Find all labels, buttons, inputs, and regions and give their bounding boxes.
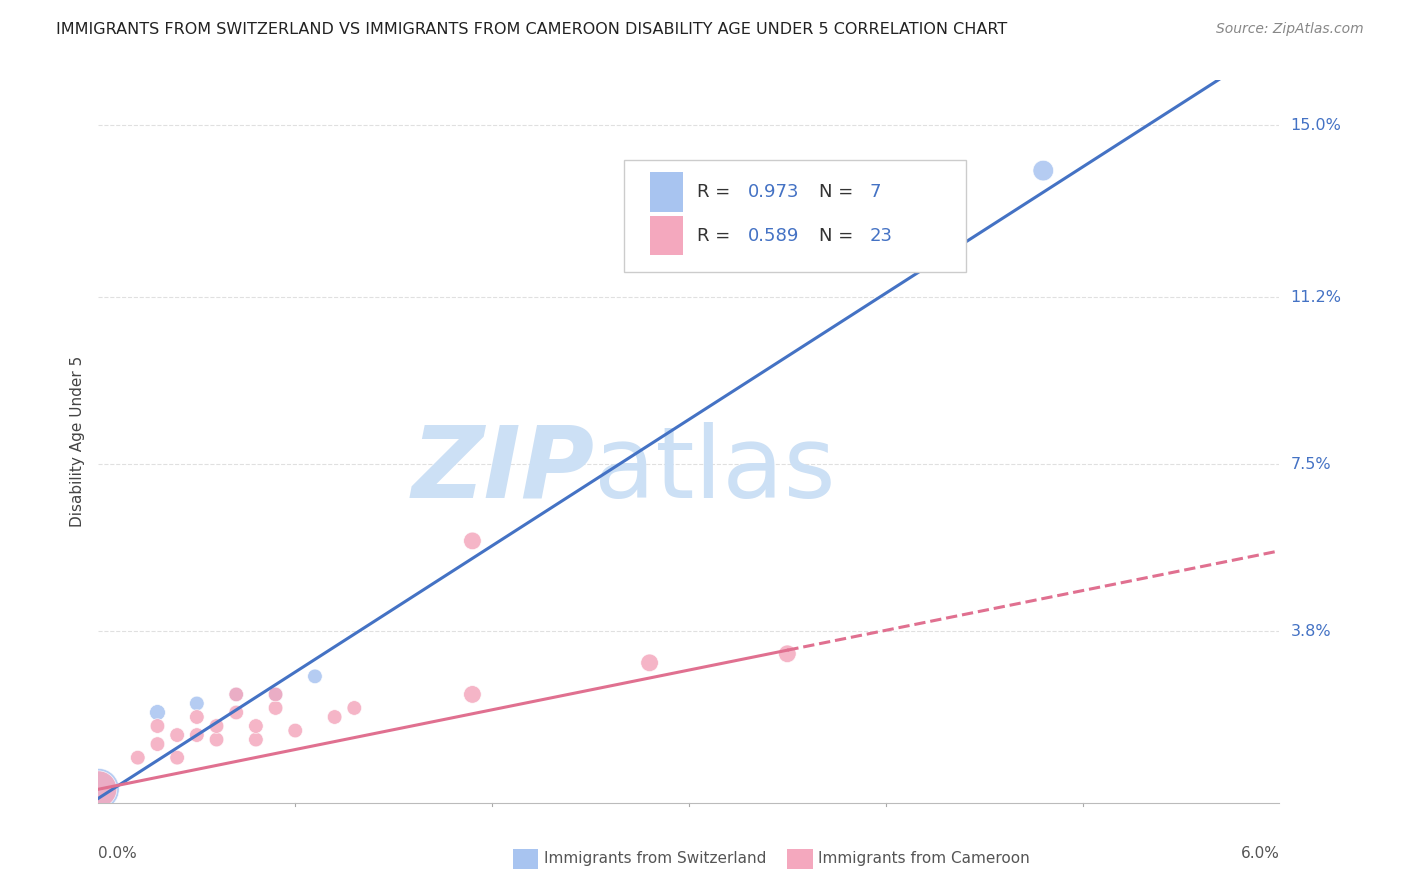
Point (284, 723, 307, 738)
Point (638, 656, 661, 670)
Point (304, 669, 326, 683)
Point (146, 719, 169, 733)
Text: ZIP: ZIP (412, 422, 595, 519)
Text: atlas: atlas (595, 422, 837, 519)
Text: Immigrants from Cameroon: Immigrants from Cameroon (818, 852, 1031, 866)
Point (146, 737, 169, 751)
Text: IMMIGRANTS FROM SWITZERLAND VS IMMIGRANTS FROM CAMEROON DISABILITY AGE UNDER 5 C: IMMIGRANTS FROM SWITZERLAND VS IMMIGRANT… (56, 22, 1008, 37)
FancyBboxPatch shape (650, 216, 683, 255)
Y-axis label: Disability Age Under 5: Disability Age Under 5 (69, 356, 84, 527)
Point (225, 706, 247, 720)
Point (776, 647, 799, 661)
Point (343, 701, 366, 715)
Text: Source: ZipAtlas.com: Source: ZipAtlas.com (1216, 22, 1364, 37)
Text: 0.0%: 0.0% (98, 847, 138, 861)
Point (87, 782, 110, 797)
Text: R =: R = (697, 183, 737, 202)
Text: 0.973: 0.973 (748, 183, 800, 202)
Point (461, 687, 484, 701)
Point (245, 732, 267, 747)
Point (166, 750, 188, 764)
Point (87, 782, 110, 797)
Point (323, 710, 346, 724)
Text: Immigrants from Switzerland: Immigrants from Switzerland (544, 852, 766, 866)
Text: 7: 7 (870, 183, 882, 202)
Text: 0.589: 0.589 (748, 227, 800, 244)
Point (245, 719, 267, 733)
FancyBboxPatch shape (624, 160, 966, 272)
Text: 15.0%: 15.0% (1291, 118, 1341, 133)
Text: 3.8%: 3.8% (1291, 624, 1331, 639)
Point (225, 687, 247, 701)
Point (166, 728, 188, 742)
Text: 23: 23 (870, 227, 893, 244)
Point (264, 687, 287, 701)
Point (205, 732, 228, 747)
FancyBboxPatch shape (650, 172, 683, 212)
Point (1032, 163, 1054, 178)
Point (127, 750, 149, 764)
Point (186, 697, 208, 711)
Text: N =: N = (818, 227, 859, 244)
Text: 7.5%: 7.5% (1291, 457, 1331, 472)
Point (186, 728, 208, 742)
Text: N =: N = (818, 183, 859, 202)
Point (205, 719, 228, 733)
Point (146, 706, 169, 720)
Point (186, 710, 208, 724)
Point (461, 533, 484, 548)
Point (225, 687, 247, 701)
Text: R =: R = (697, 227, 737, 244)
Text: 6.0%: 6.0% (1240, 847, 1279, 861)
Text: 11.2%: 11.2% (1291, 290, 1341, 304)
Point (264, 701, 287, 715)
Point (264, 687, 287, 701)
